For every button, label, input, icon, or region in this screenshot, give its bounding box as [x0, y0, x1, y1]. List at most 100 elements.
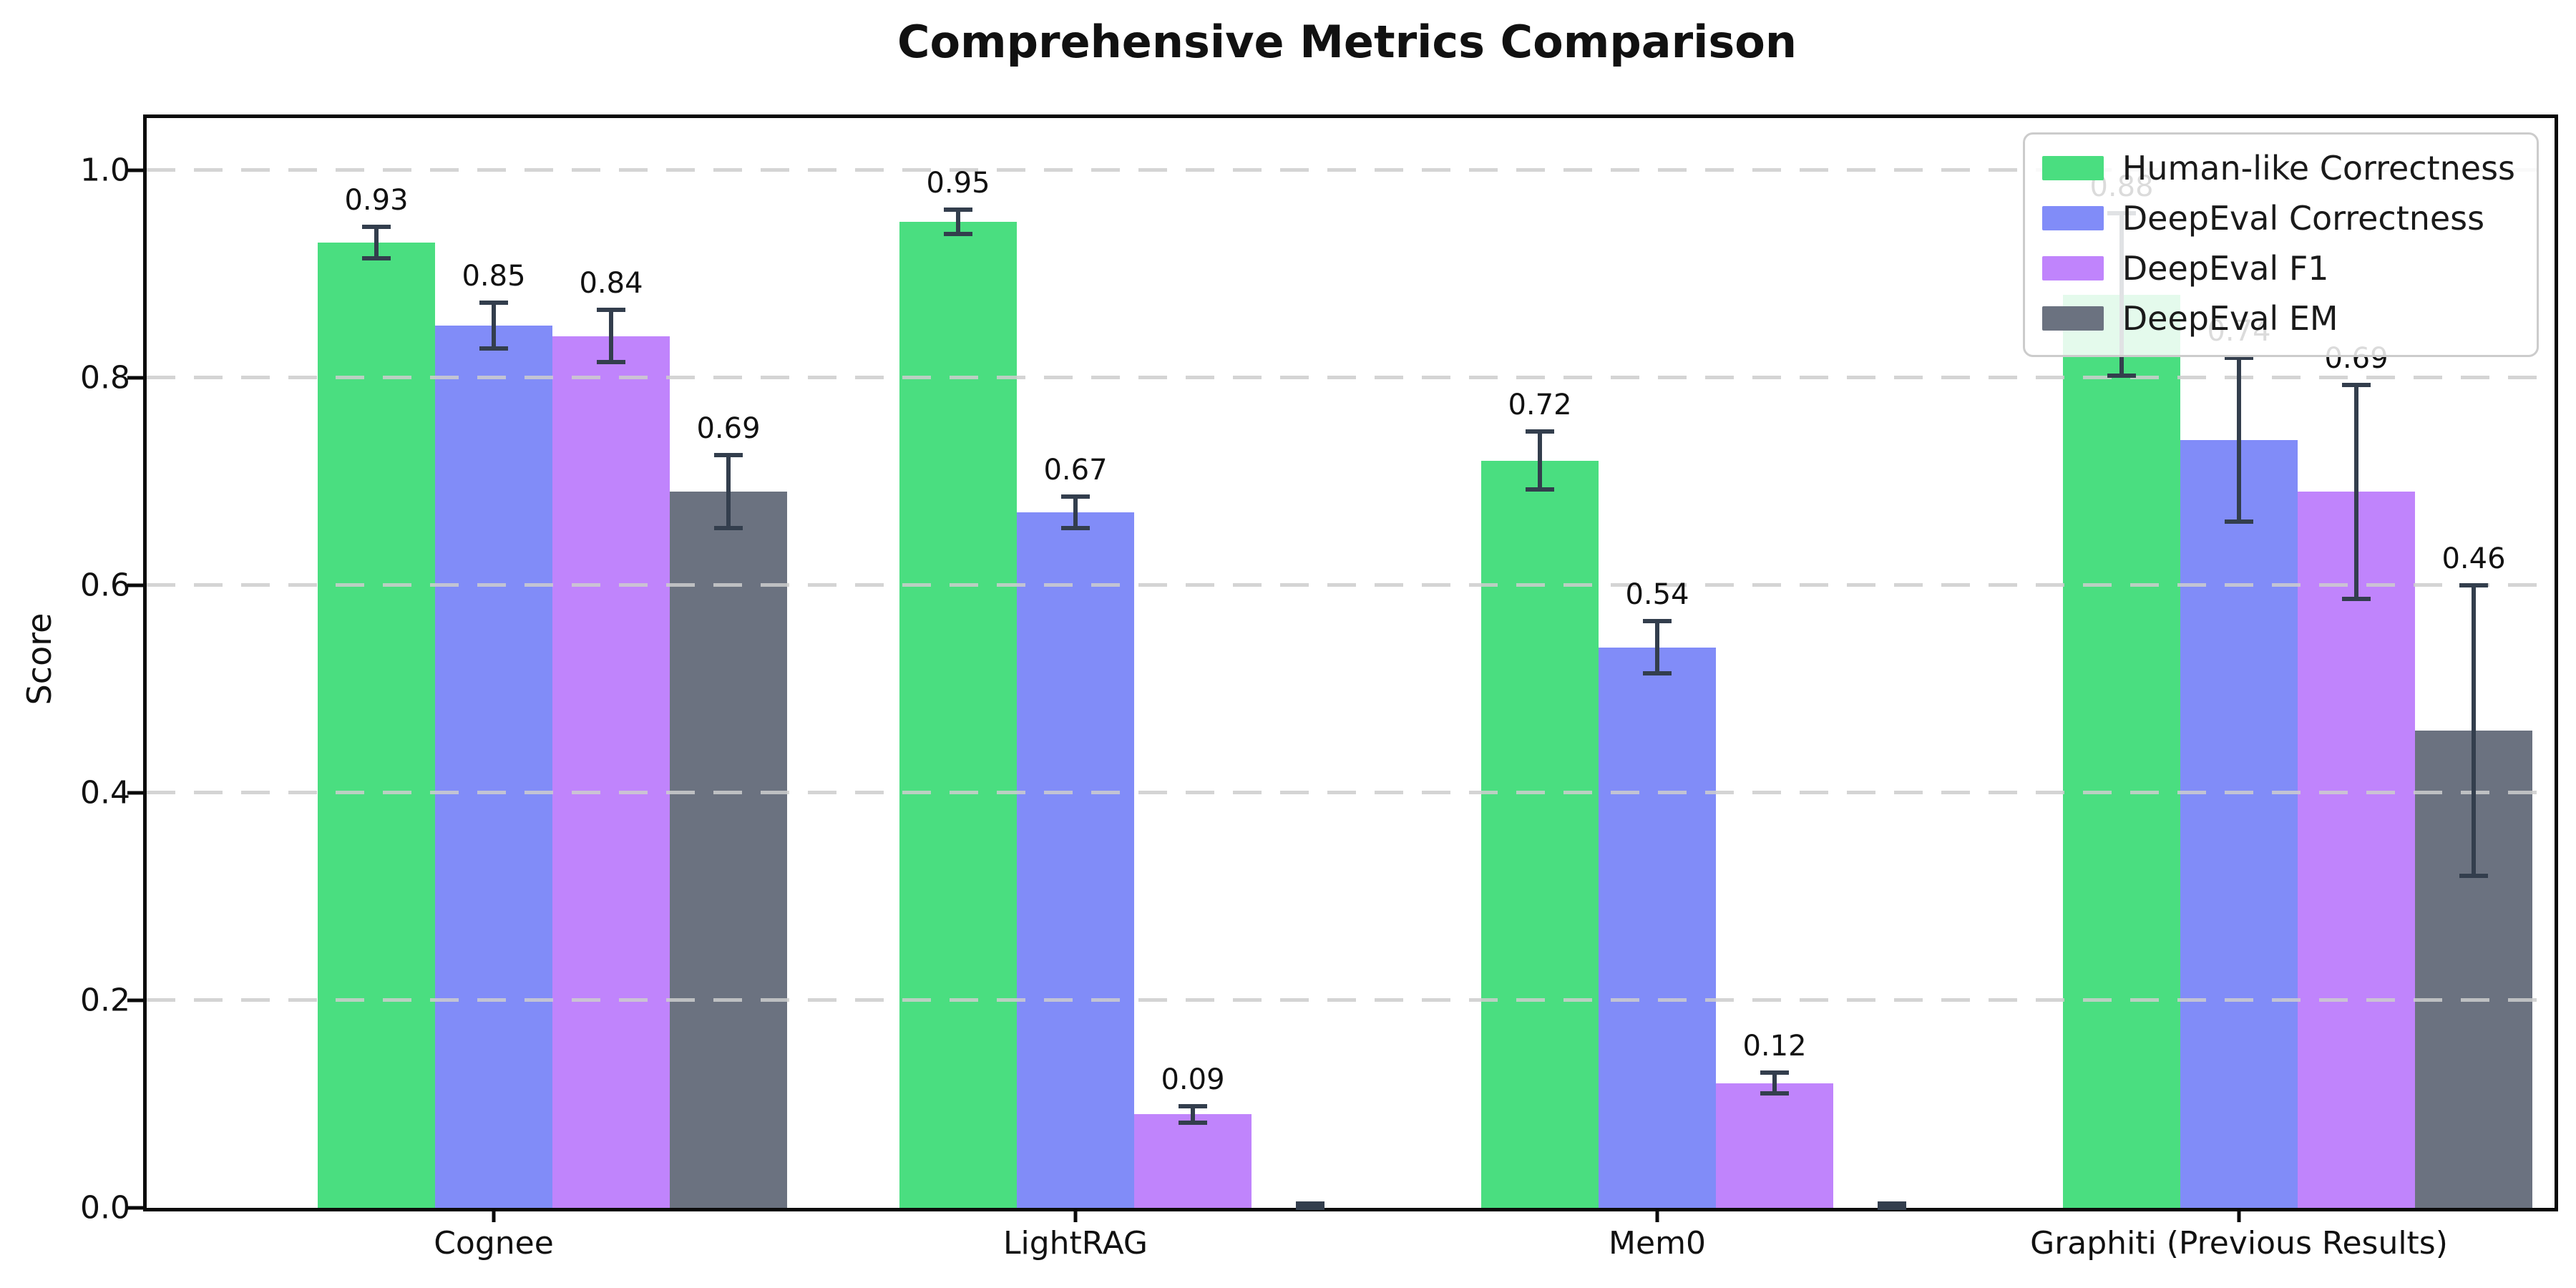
x-tick-mark	[1655, 1208, 1659, 1222]
legend-label: DeepEval EM	[2122, 299, 2338, 338]
bar-deepeval-f1-1	[1134, 1114, 1252, 1208]
y-tick-label: 0.0	[80, 1189, 130, 1226]
x-tick-label-3: Graphiti (Previous Results)	[2030, 1225, 2448, 1262]
x-tick-mark	[1073, 1208, 1078, 1222]
error-bar-cap-bottom	[714, 525, 743, 530]
error-bar	[1772, 1073, 1777, 1094]
value-label: 0.46	[2441, 542, 2506, 575]
y-tick-label: 0.2	[80, 982, 130, 1019]
bar-deepeval-f1-2	[1716, 1083, 1833, 1208]
error-bar	[1538, 431, 1542, 490]
value-label: 0.72	[1508, 389, 1572, 422]
error-bar-cap-bottom	[1296, 1206, 1324, 1210]
error-bar-cap-bottom	[362, 255, 391, 260]
y-tick-label: 0.8	[80, 359, 130, 396]
gridline	[147, 168, 2555, 172]
legend-swatch	[2041, 156, 2104, 180]
y-tick-label: 0.4	[80, 774, 130, 811]
error-bar-cap-bottom	[2459, 873, 2488, 878]
gridline	[147, 998, 2555, 1002]
error-bar-cap-bottom	[944, 232, 972, 237]
error-bar	[1655, 621, 1659, 674]
value-label: 0.93	[344, 184, 409, 218]
y-axis-label: Score	[20, 613, 59, 706]
legend: Human-like Correctness DeepEval Correctne…	[2022, 132, 2539, 357]
y-tick-mark	[127, 791, 143, 795]
y-tick-mark	[127, 583, 143, 587]
bar-human-like-correctness-0	[318, 243, 435, 1208]
error-bar	[374, 227, 379, 258]
bar-deepeval-f1-3	[2298, 492, 2415, 1208]
error-bar-cap-top	[1878, 1201, 1906, 1206]
bar-deepeval-correctness-0	[435, 326, 552, 1208]
error-bar-cap-top	[1760, 1070, 1789, 1075]
legend-item: DeepEval EM	[2041, 299, 2515, 338]
error-bar-cap-top	[714, 453, 743, 458]
error-bar	[956, 209, 960, 235]
bar-human-like-correctness-2	[1481, 460, 1599, 1208]
value-label: 0.95	[926, 166, 990, 200]
error-bar	[1191, 1106, 1195, 1123]
legend-label: Human-like Correctness	[2122, 149, 2515, 187]
error-bar	[2237, 358, 2241, 522]
error-bar	[492, 303, 496, 349]
legend-swatch	[2041, 256, 2104, 280]
y-tick-mark	[127, 168, 143, 172]
legend-label: DeepEval Correctness	[2122, 199, 2485, 238]
error-bar-cap-bottom	[2225, 519, 2253, 525]
bar-human-like-correctness-1	[899, 222, 1017, 1208]
error-bar-cap-bottom	[2107, 373, 2136, 378]
gridline	[147, 583, 2555, 587]
plot-area: 0.930.950.720.880.850.670.540.740.840.09…	[143, 114, 2558, 1211]
bar-deepeval-correctness-3	[2180, 439, 2298, 1208]
value-label: 0.85	[462, 260, 526, 293]
error-bar-cap-bottom	[1526, 487, 1554, 492]
legend-item: Human-like Correctness	[2041, 149, 2515, 187]
error-bar-cap-bottom	[1760, 1091, 1789, 1096]
error-bar-cap-top	[944, 207, 972, 212]
legend-item: DeepEval F1	[2041, 249, 2515, 288]
error-bar	[2354, 384, 2358, 599]
x-tick-label-0: Cognee	[434, 1225, 554, 1262]
error-bar-cap-bottom	[1643, 671, 1672, 676]
x-tick-mark	[2237, 1208, 2241, 1222]
y-tick-mark	[127, 998, 143, 1002]
error-bar	[2472, 585, 2476, 876]
value-label: 0.84	[579, 267, 643, 301]
value-label: 0.69	[696, 412, 761, 446]
error-bar-cap-top	[1526, 429, 1554, 434]
error-bar-cap-top	[362, 225, 391, 230]
error-bar-cap-top	[1643, 619, 1672, 624]
y-tick-mark	[127, 1206, 143, 1210]
x-tick-mark	[492, 1208, 496, 1222]
error-bar-cap-bottom	[479, 346, 508, 351]
error-bar	[1073, 497, 1078, 528]
error-bar-cap-bottom	[1061, 525, 1090, 530]
error-bar-cap-bottom	[1179, 1121, 1207, 1126]
bar-deepeval-em-0	[670, 492, 787, 1208]
value-label: 0.09	[1161, 1063, 1225, 1096]
y-tick-label: 1.0	[80, 152, 130, 189]
error-bar-cap-top	[1061, 494, 1090, 499]
bar-human-like-correctness-3	[2063, 294, 2180, 1208]
value-label: 0.67	[1043, 454, 1108, 487]
error-bar	[726, 455, 731, 528]
bar-deepeval-correctness-1	[1017, 512, 1134, 1208]
y-tick-label: 0.6	[80, 567, 130, 604]
error-bar	[609, 310, 613, 362]
bar-deepeval-correctness-2	[1599, 647, 1716, 1208]
error-bar-cap-top	[1179, 1103, 1207, 1108]
bar-deepeval-f1-0	[552, 336, 670, 1208]
x-tick-label-1: LightRAG	[1002, 1225, 1148, 1262]
legend-swatch	[2041, 206, 2104, 230]
chart-title: Comprehensive Metrics Comparison	[897, 16, 1797, 68]
error-bar-cap-top	[479, 301, 508, 306]
value-label: 0.12	[1742, 1030, 1807, 1063]
legend-label: DeepEval F1	[2122, 249, 2329, 288]
error-bar-cap-bottom	[597, 359, 625, 364]
error-bar-cap-top	[2225, 356, 2253, 361]
error-bar-cap-top	[1296, 1201, 1324, 1206]
legend-item: DeepEval Correctness	[2041, 199, 2515, 238]
error-bar-cap-top	[2459, 582, 2488, 587]
